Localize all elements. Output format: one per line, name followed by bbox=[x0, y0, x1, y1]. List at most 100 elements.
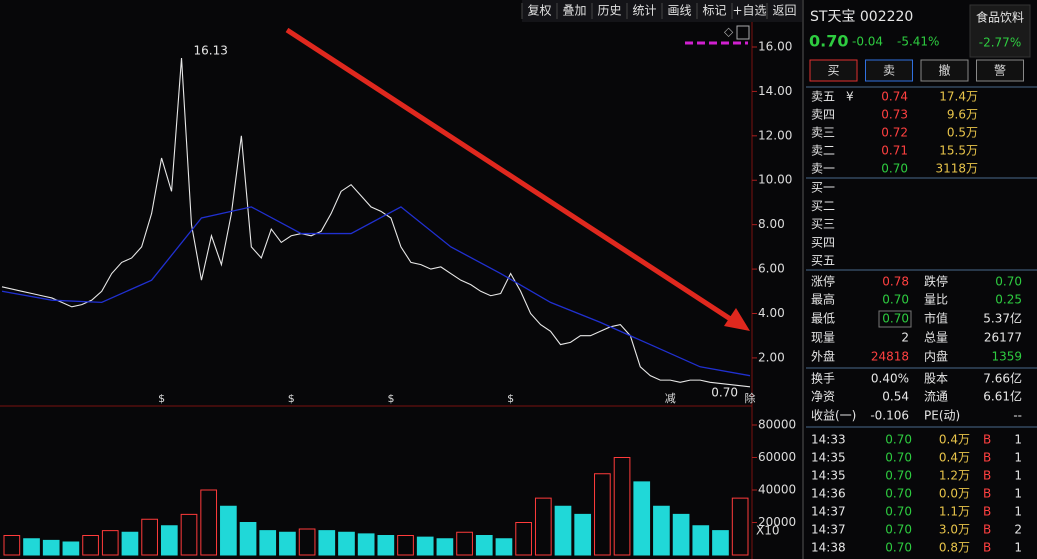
price: 0.70 bbox=[809, 32, 848, 51]
stat-label: PE(动) bbox=[924, 409, 960, 423]
high-label: 16.13 bbox=[194, 44, 228, 58]
trade-price: 0.70 bbox=[885, 523, 912, 537]
y-tick-label: 4.00 bbox=[758, 306, 785, 320]
stat-label: 涨停 bbox=[811, 274, 835, 289]
stat-value: 5.37亿 bbox=[983, 311, 1022, 326]
stat-box bbox=[878, 310, 912, 328]
volume-bar bbox=[594, 473, 611, 556]
y-tick-label: 20000 bbox=[758, 515, 796, 529]
y-tick-label: 14.00 bbox=[758, 84, 792, 98]
event-marker: 减 bbox=[665, 392, 676, 405]
toolbar-button[interactable]: 返回 bbox=[772, 4, 796, 18]
trade-time: 14:35 bbox=[811, 451, 846, 465]
event-marker: $ bbox=[387, 392, 394, 405]
stat-value: -0.106 bbox=[870, 409, 909, 423]
ask-volume: 3118万 bbox=[935, 162, 978, 176]
action-button-frame[interactable] bbox=[976, 59, 1024, 82]
stat-label: 股本 bbox=[924, 372, 948, 386]
volume-bar bbox=[101, 530, 119, 556]
volume-bar bbox=[672, 513, 690, 556]
volume-bar bbox=[42, 539, 60, 556]
ask-price: 0.70 bbox=[881, 162, 908, 176]
trade-volume: 0.4万 bbox=[939, 433, 970, 447]
trade-price: 0.70 bbox=[885, 505, 912, 519]
volume-bar bbox=[613, 457, 631, 556]
trade-side: B bbox=[983, 487, 991, 501]
trade-side: B bbox=[983, 523, 991, 537]
toolbar-button[interactable]: 画线 bbox=[667, 4, 691, 18]
trade-volume: 0.8万 bbox=[939, 541, 970, 555]
volume-bar bbox=[653, 505, 670, 556]
stat-value: 7.66亿 bbox=[983, 371, 1022, 386]
sector: 食品饮料 bbox=[976, 10, 1024, 25]
stat-label: 现量 bbox=[811, 331, 835, 345]
toolbar-button[interactable]: 叠加 bbox=[562, 4, 586, 18]
ask-price: 0.74 bbox=[881, 90, 908, 104]
stat-label: 净资 bbox=[811, 390, 835, 404]
ask-label: 卖二 bbox=[811, 144, 835, 158]
sector-box bbox=[969, 4, 1031, 58]
volume-bar bbox=[239, 522, 257, 556]
action-button[interactable]: 警 bbox=[994, 63, 1006, 78]
bid-label: 买一 bbox=[811, 181, 835, 195]
price-line bbox=[1, 206, 751, 377]
toolbar-button[interactable]: +自选 bbox=[732, 4, 766, 18]
toolbar-button[interactable]: 标记 bbox=[702, 4, 726, 18]
bid-label: 买二 bbox=[811, 199, 835, 213]
volume-bar bbox=[515, 522, 532, 556]
trade-price: 0.70 bbox=[885, 487, 912, 501]
volume-bar bbox=[23, 538, 40, 556]
volume-bar bbox=[259, 530, 277, 556]
stat-label: 市值 bbox=[924, 311, 948, 326]
arrow-head bbox=[724, 308, 750, 331]
trade-count: 1 bbox=[1014, 433, 1022, 447]
action-button[interactable]: 买 bbox=[827, 64, 839, 78]
action-button-frame[interactable] bbox=[920, 59, 969, 82]
action-button[interactable]: 撤 bbox=[938, 63, 950, 78]
y-tick-label: 2.00 bbox=[758, 350, 785, 364]
stat-label: 最高 bbox=[811, 292, 835, 307]
volume-bar bbox=[554, 505, 572, 556]
stat-value: 0.70 bbox=[995, 275, 1022, 289]
stat-value: 26177 bbox=[984, 331, 1022, 345]
trade-price: 0.70 bbox=[885, 541, 912, 555]
volume-bar bbox=[574, 513, 592, 556]
event-marker: $ bbox=[507, 392, 514, 405]
volume-bar bbox=[160, 525, 178, 556]
action-button-frame[interactable] bbox=[809, 59, 858, 82]
volume-bar bbox=[298, 528, 316, 556]
trade-count: 2 bbox=[1014, 523, 1022, 537]
y-tick-label: 6.00 bbox=[758, 262, 785, 276]
y-tick-label: 8.00 bbox=[758, 217, 785, 231]
trade-time: 14:35 bbox=[811, 469, 846, 483]
stat-label: 流通 bbox=[924, 390, 948, 404]
volume-bar bbox=[731, 497, 749, 556]
action-button-frame[interactable] bbox=[865, 59, 913, 82]
action-button[interactable]: 卖 bbox=[883, 64, 895, 78]
stat-label: 量比 bbox=[924, 293, 948, 307]
volume-bar bbox=[121, 531, 139, 556]
sector-pct: -2.77% bbox=[979, 36, 1021, 50]
trade-time: 14:33 bbox=[811, 433, 846, 447]
toolbar-button[interactable]: 复权 bbox=[527, 4, 551, 18]
volume-bar bbox=[82, 535, 99, 556]
volume-bar bbox=[377, 535, 395, 556]
trade-side: B bbox=[983, 469, 991, 483]
toolbar-button[interactable]: 历史 bbox=[597, 4, 621, 18]
trade-volume: 0.0万 bbox=[939, 487, 970, 501]
trade-side: B bbox=[983, 505, 991, 519]
stat-value: 0.78 bbox=[882, 275, 909, 289]
event-marker: $ bbox=[288, 392, 295, 405]
ask-price: 0.73 bbox=[881, 108, 908, 122]
ask-volume: 15.5万 bbox=[939, 144, 978, 158]
volume-bar bbox=[200, 489, 218, 556]
ask-label: 卖三 bbox=[811, 126, 835, 140]
ask-volume: 17.4万 bbox=[939, 90, 978, 104]
volume-bar bbox=[357, 533, 375, 556]
toolbar-button[interactable]: 统计 bbox=[632, 4, 656, 18]
trade-count: 1 bbox=[1014, 451, 1022, 465]
stat-value: 0.25 bbox=[995, 293, 1022, 307]
trade-price: 0.70 bbox=[885, 433, 912, 447]
